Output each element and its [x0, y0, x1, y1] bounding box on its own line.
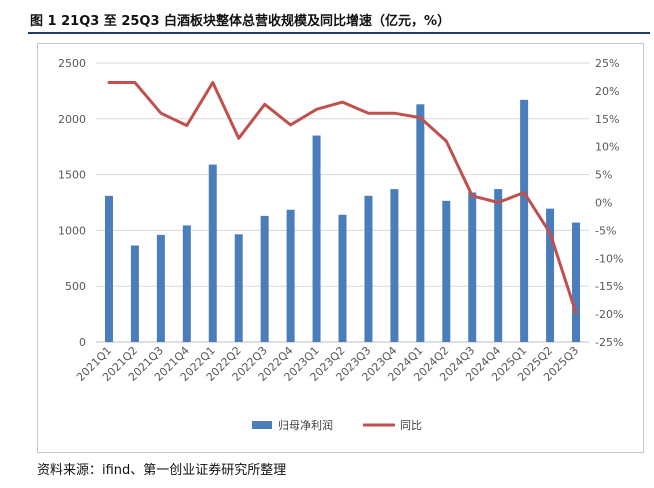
y-right-tick-label: -25% — [595, 336, 623, 349]
y-left-tick-label: 0 — [79, 336, 86, 349]
bar — [546, 208, 555, 342]
bar — [572, 222, 581, 342]
legend-swatch-bar — [252, 421, 272, 429]
legend-label-line: 同比 — [400, 419, 422, 432]
bar — [104, 195, 113, 342]
y-left-tick-label: 2000 — [58, 113, 86, 126]
figure-title: 图 1 21Q3 至 25Q3 白酒板块整体总营收规模及同比增速（亿元，%） — [30, 14, 451, 29]
bar — [312, 135, 321, 342]
combo-chart: 0 500 1000 1500 2000 2500 -25% -20% -15% -10% -5% 0… — [58, 57, 623, 432]
bar — [468, 192, 477, 342]
bar — [234, 234, 243, 342]
y-left-tick-label: 1500 — [58, 169, 86, 182]
bar — [390, 189, 399, 342]
bar — [442, 200, 451, 342]
y-right-tick-label: 5% — [595, 169, 612, 182]
legend: 归母净利润 同比 — [252, 418, 422, 432]
line-series — [107, 81, 578, 315]
bar — [364, 195, 373, 342]
figure-title-bar: 图 1 21Q3 至 25Q3 白酒板块整体总营收规模及同比增速（亿元，%） — [28, 4, 650, 34]
source-note: 资料来源：ifind、第一创业证券研究所整理 — [37, 463, 287, 478]
y-right-tick-label: -10% — [595, 252, 623, 265]
bar — [494, 189, 503, 342]
y-left-tick-label: 2500 — [58, 57, 86, 70]
legend-label-bar: 归母净利润 — [278, 418, 333, 432]
bar — [416, 104, 425, 343]
bar-series — [104, 99, 581, 343]
bar — [130, 245, 139, 342]
y-right-tick-label: 15% — [595, 113, 619, 126]
y-right-tick-label: -5% — [595, 224, 616, 237]
bar — [260, 215, 269, 342]
y-right-tick-label: 0% — [595, 197, 612, 210]
bar — [208, 164, 217, 342]
bar — [520, 99, 529, 342]
bar — [286, 209, 295, 342]
bar — [182, 225, 191, 342]
y-left-tick-label: 1000 — [58, 224, 86, 237]
y-right-tick-label: -20% — [595, 308, 623, 321]
y-right-tick-label: 25% — [595, 57, 619, 70]
y-right-tick-label: 10% — [595, 141, 619, 154]
y-left-tick-label: 500 — [65, 280, 86, 293]
bar — [338, 214, 347, 342]
chart-frame: 0 500 1000 1500 2000 2500 -25% -20% -15% -10% -5% 0… — [37, 43, 644, 453]
y-right-tick-label: 20% — [595, 85, 619, 98]
bar — [156, 234, 165, 342]
y-right-tick-label: -15% — [595, 280, 623, 293]
